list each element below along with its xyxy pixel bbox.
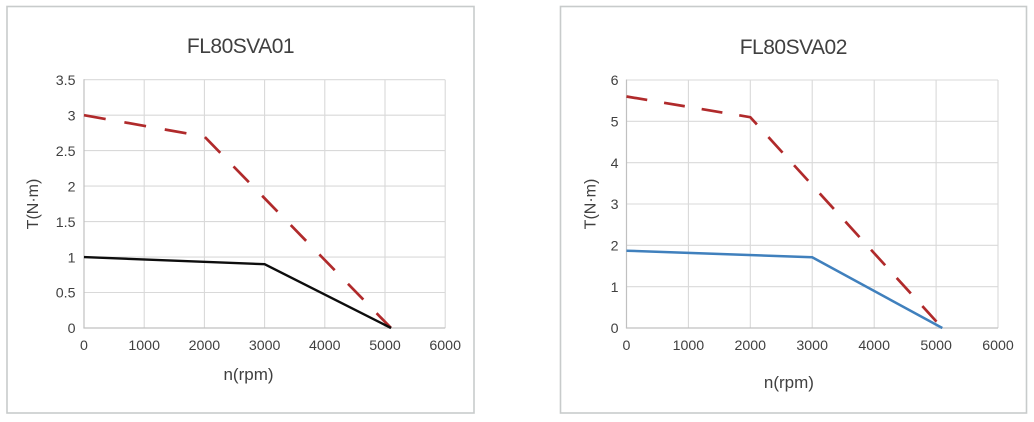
svg-text:2000: 2000 [735, 338, 767, 354]
svg-text:1000: 1000 [673, 338, 705, 354]
svg-text:4000: 4000 [309, 338, 341, 354]
svg-text:n(rpm): n(rpm) [764, 373, 814, 392]
svg-text:6000: 6000 [429, 338, 461, 354]
svg-text:2.5: 2.5 [56, 144, 76, 160]
svg-text:5000: 5000 [920, 338, 952, 354]
svg-text:2000: 2000 [189, 338, 221, 354]
svg-text:0: 0 [611, 321, 619, 337]
svg-text:4: 4 [611, 156, 619, 172]
svg-text:3: 3 [611, 197, 619, 213]
svg-text:3.5: 3.5 [56, 73, 76, 89]
svg-text:3000: 3000 [249, 338, 281, 354]
svg-text:n(rpm): n(rpm) [223, 365, 273, 384]
svg-text:FL80SVA02: FL80SVA02 [740, 36, 847, 59]
svg-text:1.5: 1.5 [56, 215, 76, 231]
svg-text:T(N·m): T(N·m) [25, 179, 42, 230]
svg-text:FL80SVA01: FL80SVA01 [187, 35, 294, 58]
svg-text:5: 5 [611, 115, 619, 131]
svg-text:2: 2 [68, 179, 76, 195]
svg-text:6000: 6000 [982, 338, 1014, 354]
svg-text:6: 6 [611, 73, 619, 89]
svg-text:0.5: 0.5 [56, 286, 76, 302]
svg-text:0: 0 [68, 321, 76, 337]
svg-text:0: 0 [80, 338, 88, 354]
svg-text:1000: 1000 [128, 338, 160, 354]
svg-text:3000: 3000 [796, 338, 828, 354]
svg-text:4000: 4000 [858, 338, 890, 354]
svg-text:T(N·m): T(N·m) [583, 179, 600, 230]
svg-text:1: 1 [68, 250, 76, 266]
svg-text:5000: 5000 [369, 338, 401, 354]
svg-text:0: 0 [623, 338, 631, 354]
svg-text:2: 2 [611, 239, 619, 255]
svg-text:1: 1 [611, 280, 619, 296]
svg-text:3: 3 [68, 108, 76, 124]
